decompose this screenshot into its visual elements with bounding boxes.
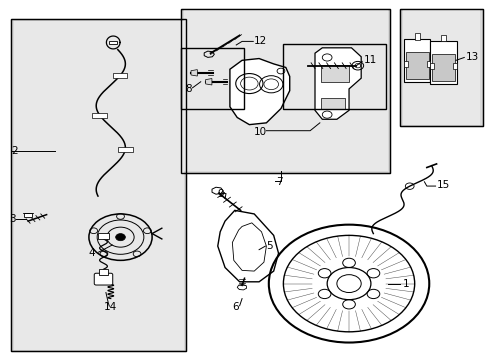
Bar: [113, 73, 127, 78]
Bar: [320, 98, 345, 109]
Bar: [403, 39, 429, 82]
Bar: [414, 33, 419, 40]
Text: 14: 14: [103, 302, 117, 312]
Bar: [431, 54, 454, 81]
Text: 12: 12: [254, 36, 267, 46]
Polygon shape: [314, 48, 361, 119]
Text: 15: 15: [436, 180, 449, 190]
Text: 2: 2: [11, 147, 18, 157]
Text: 1: 1: [402, 279, 408, 289]
Bar: [118, 147, 132, 152]
Bar: [283, 44, 385, 109]
Text: 5: 5: [266, 241, 272, 251]
Bar: [24, 212, 32, 217]
Bar: [183, 10, 387, 171]
Text: 7: 7: [276, 177, 282, 187]
Bar: [441, 35, 446, 41]
Text: 9: 9: [217, 189, 224, 199]
Text: 8: 8: [185, 84, 191, 94]
Text: 3: 3: [9, 214, 15, 224]
FancyBboxPatch shape: [94, 273, 113, 285]
Polygon shape: [229, 59, 289, 125]
Polygon shape: [191, 69, 197, 76]
Bar: [181, 48, 244, 109]
Circle shape: [116, 234, 125, 241]
Bar: [283, 44, 385, 109]
Bar: [403, 61, 407, 67]
Bar: [181, 48, 244, 109]
Bar: [426, 61, 429, 67]
Text: 6: 6: [232, 302, 239, 312]
Bar: [99, 269, 108, 275]
Bar: [109, 41, 117, 44]
Text: 13: 13: [465, 52, 478, 62]
Bar: [181, 9, 389, 173]
Bar: [452, 63, 456, 69]
Text: 4: 4: [89, 248, 95, 258]
Bar: [98, 233, 109, 239]
Bar: [92, 113, 107, 118]
Bar: [429, 41, 456, 84]
Bar: [320, 64, 348, 82]
Text: 11: 11: [363, 55, 376, 65]
Bar: [399, 9, 482, 126]
Bar: [14, 21, 183, 350]
Polygon shape: [205, 78, 211, 85]
Bar: [11, 19, 186, 351]
Bar: [399, 9, 482, 126]
Bar: [11, 19, 186, 351]
Bar: [402, 10, 479, 125]
Text: 10: 10: [254, 127, 267, 137]
Bar: [429, 63, 433, 69]
Bar: [181, 9, 389, 173]
Bar: [405, 52, 427, 79]
